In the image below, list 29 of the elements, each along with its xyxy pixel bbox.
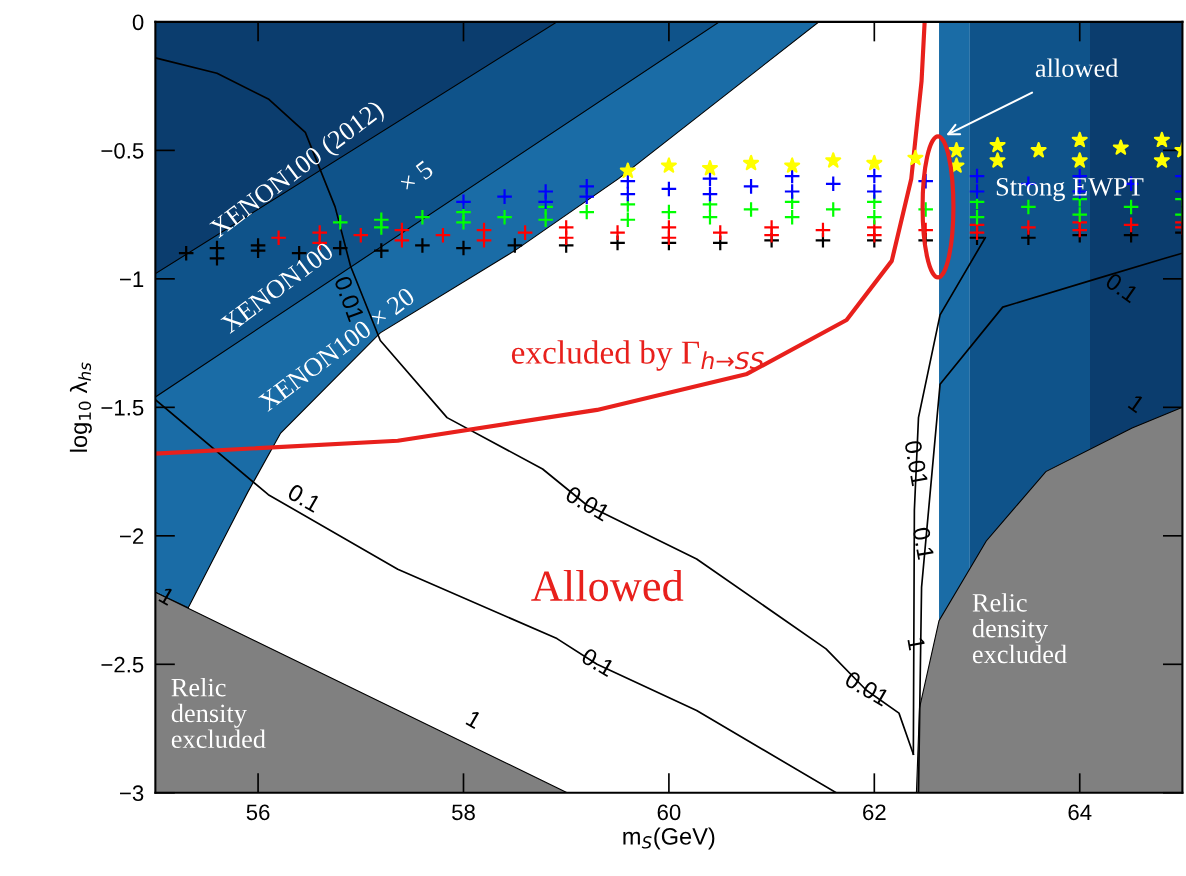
annotation: 0.01	[843, 670, 891, 707]
y-tick-label: −3	[120, 785, 144, 802]
annotation: 1	[1127, 393, 1146, 414]
y-tick-label: −0.5	[101, 142, 144, 159]
x-axis-title: m$_{S}$(GeV)	[623, 827, 715, 850]
annotation: Allowed	[531, 569, 684, 602]
annotation: 0.1	[286, 483, 322, 513]
annotation: 1	[465, 709, 483, 730]
annotation: 0.01	[564, 485, 611, 522]
annotation: 1	[158, 586, 176, 606]
x-tick-label: 58	[452, 804, 475, 821]
annotation: allowed	[1035, 58, 1119, 78]
x-tick-label: 64	[1068, 804, 1092, 821]
annotation: 0.01	[904, 440, 929, 487]
annotation: 0.01	[333, 275, 365, 323]
y-tick-label: −2.5	[101, 656, 144, 673]
y-tick-label: −1	[120, 271, 144, 287]
annotation: × 5	[398, 159, 435, 193]
y-tick-label: −2	[120, 528, 144, 544]
annotation: Relic density excluded	[171, 677, 266, 749]
y-tick-label: −1.5	[101, 400, 144, 416]
annotation: 0.1	[580, 647, 616, 678]
annotation: 0.1	[1104, 272, 1140, 304]
x-tick-label: 56	[246, 804, 270, 821]
y-tick-label: 0	[132, 14, 144, 31]
x-tick-label: 62	[863, 804, 886, 821]
y-axis-title: log$_{10}$ λ$_{hs}$	[69, 362, 92, 452]
x-tick-label: 60	[657, 804, 681, 821]
annotation: Relic density excluded	[972, 593, 1067, 664]
